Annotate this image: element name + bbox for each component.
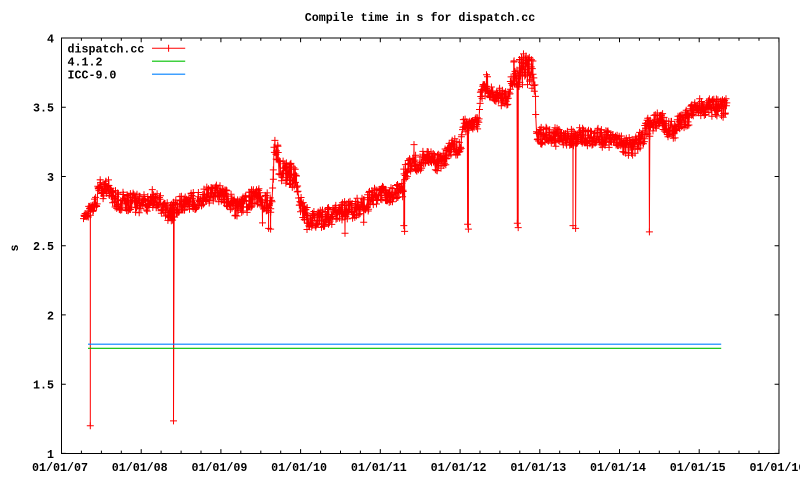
svg-text:01/01/07: 01/01/07 <box>32 462 88 475</box>
svg-text:dispatch.cc: dispatch.cc <box>68 44 145 57</box>
svg-text:01/01/13: 01/01/13 <box>510 462 566 475</box>
svg-text:2.5: 2.5 <box>33 241 54 254</box>
svg-text:s: s <box>9 245 22 252</box>
svg-text:3: 3 <box>47 172 54 185</box>
svg-text:01/01/12: 01/01/12 <box>431 462 487 475</box>
svg-text:01/01/15: 01/01/15 <box>670 462 726 475</box>
svg-text:01/01/11: 01/01/11 <box>351 462 407 475</box>
svg-text:3.5: 3.5 <box>33 103 54 116</box>
svg-text:1: 1 <box>47 449 54 462</box>
svg-text:4: 4 <box>47 34 54 47</box>
svg-text:Compile time in s for dispatch: Compile time in s for dispatch.cc <box>305 12 536 25</box>
svg-text:ICC-9.0: ICC-9.0 <box>68 69 117 82</box>
svg-text:1.5: 1.5 <box>33 380 54 393</box>
svg-text:01/01/09: 01/01/09 <box>191 462 247 475</box>
svg-text:4.1.2: 4.1.2 <box>68 56 103 69</box>
svg-text:2: 2 <box>47 310 54 323</box>
svg-text:01/01/14: 01/01/14 <box>590 462 646 475</box>
svg-text:01/01/16: 01/01/16 <box>749 462 800 475</box>
svg-text:01/01/10: 01/01/10 <box>271 462 327 475</box>
svg-text:01/01/08: 01/01/08 <box>112 462 168 475</box>
